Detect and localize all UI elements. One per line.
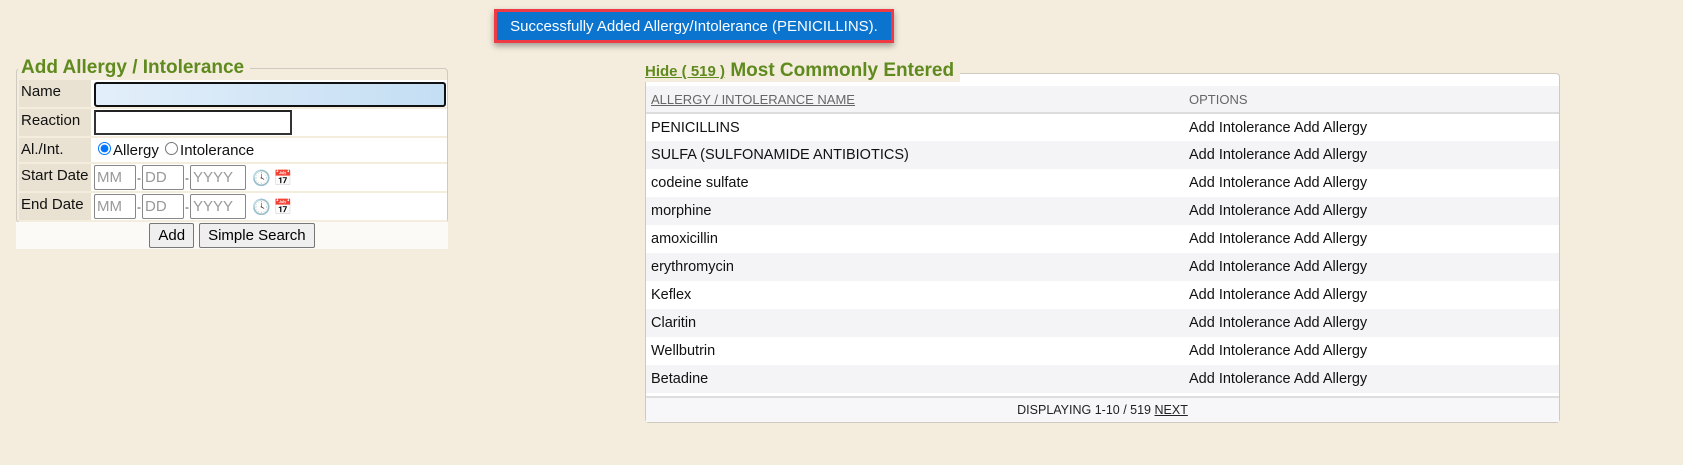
add-allergy-link[interactable]: Add Allergy xyxy=(1293,203,1368,219)
panel-title: Most Commonly Entered xyxy=(730,60,955,81)
hide-link[interactable]: Hide ( 519 ) xyxy=(645,63,726,80)
add-intolerance-link[interactable]: Add Intolerance xyxy=(1189,343,1291,359)
add-intolerance-link[interactable]: Add Intolerance xyxy=(1189,259,1291,275)
allergy-radio-label: Allergy xyxy=(113,141,159,159)
allergy-name: PENICILLINS xyxy=(651,119,740,136)
type-label: Al./Int. xyxy=(19,138,91,164)
options-cell: Add Intolerance Add Allergy xyxy=(1184,113,1559,141)
options-cell: Add Intolerance Add Allergy xyxy=(1184,365,1559,393)
add-allergy-link[interactable]: Add Allergy xyxy=(1293,231,1368,247)
calendar-icon[interactable]: 📅 xyxy=(273,169,293,187)
allergy-name: Wellbutrin xyxy=(651,343,716,359)
allergy-name: Claritin xyxy=(646,309,1184,337)
end-month-input[interactable]: MM xyxy=(94,194,136,219)
table-row: erythromycin Add Intolerance Add Allergy xyxy=(646,253,1559,281)
table-row: PENICILLINS Add Intolerance Add Allergy xyxy=(646,113,1559,141)
add-intolerance-link[interactable]: Add Intolerance xyxy=(1189,147,1291,163)
table-row: amoxicillin Add Intolerance Add Allergy xyxy=(646,225,1559,253)
table-row: Claritin Add Intolerance Add Allergy xyxy=(646,309,1559,337)
most-common-panel: Hide ( 519 ) Most Commonly Entered ALLER… xyxy=(642,60,1560,423)
allergy-radio[interactable]: Allergy xyxy=(94,141,159,159)
table-row: Wellbutrin Add Intolerance Add Allergy xyxy=(646,337,1559,365)
add-intolerance-link[interactable]: Add Intolerance xyxy=(1189,203,1291,219)
name-input[interactable] xyxy=(94,81,446,107)
options-cell: Add Intolerance Add Allergy xyxy=(1184,197,1559,225)
allergy-name: codeine sulfate xyxy=(651,175,749,191)
allergy-name: amoxicillin xyxy=(651,231,718,247)
table-row: Betadine Add Intolerance Add Allergy xyxy=(646,365,1559,393)
pagination: DISPLAYING 1-10 / 519 NEXT xyxy=(646,396,1559,422)
start-month-input[interactable]: MM xyxy=(94,165,136,190)
add-allergy-link[interactable]: Add Allergy xyxy=(1293,119,1368,136)
column-header-name[interactable]: ALLERGY / INTOLERANCE NAME xyxy=(646,86,1184,114)
table-row: morphine Add Intolerance Add Allergy xyxy=(646,197,1559,225)
intolerance-radio-label: Intolerance xyxy=(180,141,255,159)
calendar-icon[interactable]: 📅 xyxy=(273,198,293,216)
start-date-label: Start Date xyxy=(19,164,91,193)
allergy-name: Keflex xyxy=(651,287,692,303)
options-cell: Add Intolerance Add Allergy xyxy=(1184,169,1559,197)
add-intolerance-link[interactable]: Add Intolerance xyxy=(1189,371,1291,387)
options-cell: Add Intolerance Add Allergy xyxy=(1184,337,1559,365)
reaction-label: Reaction xyxy=(19,109,91,138)
add-allergy-link[interactable]: Add Allergy xyxy=(1293,147,1368,163)
options-cell: Add Intolerance Add Allergy xyxy=(1184,281,1559,309)
start-day-input[interactable]: DD xyxy=(142,165,184,190)
add-intolerance-link[interactable]: Add Intolerance xyxy=(1189,315,1291,331)
panel-legend: Hide ( 519 ) Most Commonly Entered xyxy=(642,60,961,82)
allergy-name: Betadine xyxy=(646,365,1184,393)
options-cell: Add Intolerance Add Allergy xyxy=(1184,309,1559,337)
success-toast: Successfully Added Allergy/Intolerance (… xyxy=(494,9,894,43)
clock-icon[interactable]: 🕓 xyxy=(252,198,271,216)
next-link[interactable]: NEXT xyxy=(1154,403,1188,417)
options-cell: Add Intolerance Add Allergy xyxy=(1184,253,1559,281)
allergy-name: SULFA (SULFONAMIDE ANTIBIOTICS) xyxy=(646,141,1184,169)
table-row: Keflex Add Intolerance Add Allergy xyxy=(646,281,1559,309)
add-allergy-link[interactable]: Add Allergy xyxy=(1293,343,1368,359)
reaction-textarea[interactable] xyxy=(94,110,292,135)
form-buttons: Add Simple Search xyxy=(16,222,448,249)
add-button[interactable]: Add xyxy=(149,223,195,248)
add-allergy-link[interactable]: Add Allergy xyxy=(1293,175,1368,191)
column-header-options: OPTIONS xyxy=(1184,86,1559,114)
add-allergy-link[interactable]: Add Allergy xyxy=(1293,287,1368,303)
end-year-input[interactable]: YYYY xyxy=(190,194,246,219)
add-intolerance-link[interactable]: Add Intolerance xyxy=(1189,231,1291,247)
end-date-label: End Date xyxy=(19,193,91,222)
add-allergy-link[interactable]: Add Allergy xyxy=(1293,259,1368,275)
table-row: codeine sulfate Add Intolerance Add Aller… xyxy=(646,169,1559,197)
end-day-input[interactable]: DD xyxy=(142,194,184,219)
start-year-input[interactable]: YYYY xyxy=(190,165,246,190)
options-cell: Add Intolerance Add Allergy xyxy=(1184,141,1559,169)
add-allergy-fieldset: Add Allergy / Intolerance Name Reaction … xyxy=(16,57,448,223)
simple-search-button[interactable]: Simple Search xyxy=(199,223,315,248)
add-allergy-link[interactable]: Add Allergy xyxy=(1293,315,1368,331)
add-intolerance-link[interactable]: Add Intolerance xyxy=(1189,119,1291,136)
allergy-name: erythromycin xyxy=(646,253,1184,281)
add-intolerance-link[interactable]: Add Intolerance xyxy=(1189,287,1291,303)
name-label: Name xyxy=(19,80,91,109)
form-title: Add Allergy / Intolerance xyxy=(18,57,251,79)
clock-icon[interactable]: 🕓 xyxy=(252,169,271,187)
add-allergy-link[interactable]: Add Allergy xyxy=(1293,371,1368,387)
add-intolerance-link[interactable]: Add Intolerance xyxy=(1189,175,1291,191)
allergy-name: morphine xyxy=(646,197,1184,225)
options-cell: Add Intolerance Add Allergy xyxy=(1184,225,1559,253)
intolerance-radio[interactable]: Intolerance xyxy=(163,141,255,159)
pagination-status: DISPLAYING 1-10 / 519 xyxy=(1017,403,1152,417)
table-row: SULFA (SULFONAMIDE ANTIBIOTICS) Add Intol… xyxy=(646,141,1559,169)
